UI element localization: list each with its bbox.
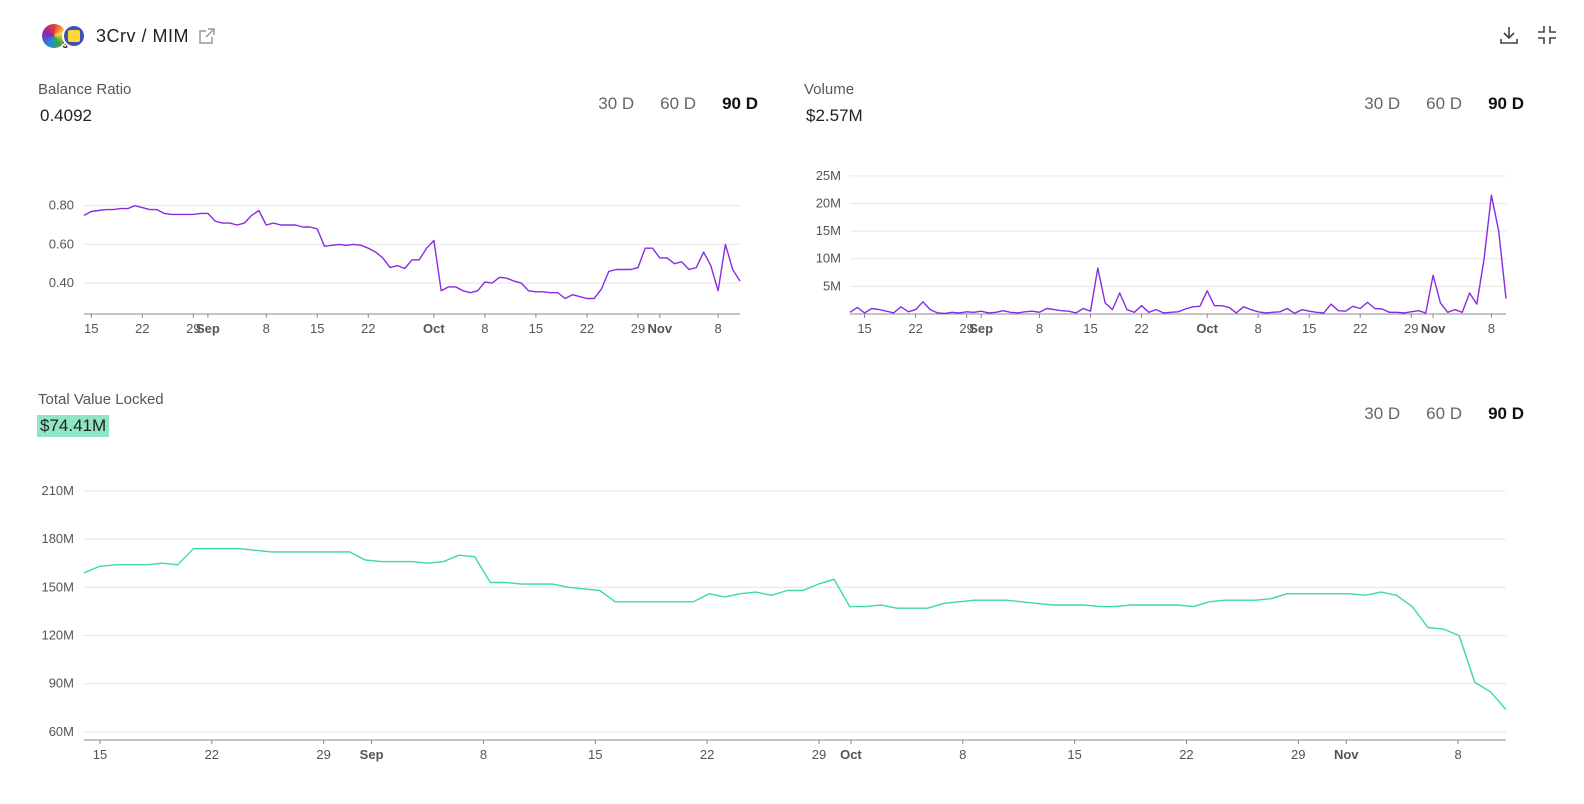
x-tick-label: Nov bbox=[1334, 747, 1359, 762]
x-tick-label: 22 bbox=[1134, 321, 1148, 336]
download-icon[interactable] bbox=[1498, 24, 1520, 46]
series-line bbox=[83, 205, 741, 300]
y-tick-label: 90M bbox=[49, 676, 74, 691]
x-tick-label: 22 bbox=[908, 321, 922, 336]
range-30d[interactable]: 30 D bbox=[1364, 94, 1401, 113]
x-tick-label: 8 bbox=[263, 321, 270, 336]
collapse-icon[interactable] bbox=[1536, 24, 1558, 46]
x-tick-label: 8 bbox=[1454, 747, 1461, 762]
tvl-value: $74.41M bbox=[37, 415, 110, 437]
series-line bbox=[83, 548, 1507, 710]
volume-title: Volume bbox=[804, 81, 855, 98]
tvl-range-selector: 30 D 60 D 90 D bbox=[1364, 404, 1524, 424]
x-tick-label: 15 bbox=[310, 321, 324, 336]
range-60d[interactable]: 60 D bbox=[660, 94, 697, 113]
x-tick-label: 8 bbox=[1255, 321, 1262, 336]
x-tick-label: 22 bbox=[1353, 321, 1367, 336]
range-90d[interactable]: 90 D bbox=[1488, 404, 1524, 423]
x-tick-label: Oct bbox=[840, 747, 862, 762]
range-90d[interactable]: 90 D bbox=[1488, 94, 1524, 113]
x-tick-label: Sep bbox=[360, 747, 384, 762]
y-tick-label: 25M bbox=[816, 168, 841, 183]
x-tick-label: 22 bbox=[361, 321, 375, 336]
balance-ratio-value: 0.4092 bbox=[40, 106, 92, 125]
range-60d[interactable]: 60 D bbox=[1426, 94, 1463, 113]
x-tick-label: Sep bbox=[969, 321, 993, 336]
x-tick-label: 8 bbox=[959, 747, 966, 762]
y-tick-label: 20M bbox=[816, 195, 841, 210]
volume-range-selector: 30 D 60 D 90 D bbox=[1364, 94, 1524, 114]
x-tick-label: 22 bbox=[1179, 747, 1193, 762]
tvl-title: Total Value Locked bbox=[38, 391, 164, 408]
x-tick-label: Nov bbox=[648, 321, 673, 336]
x-tick-label: 15 bbox=[1302, 321, 1316, 336]
external-link-icon[interactable] bbox=[197, 26, 217, 46]
balance-range-selector: 30 D 60 D 90 D bbox=[598, 94, 758, 114]
x-tick-label: 22 bbox=[205, 747, 219, 762]
pool-pair-name: 3Crv / MIM bbox=[96, 25, 189, 46]
x-tick-label: 15 bbox=[857, 321, 871, 336]
x-tick-label: 22 bbox=[700, 747, 714, 762]
token-badge: 3 bbox=[62, 40, 68, 51]
range-90d[interactable]: 90 D bbox=[722, 94, 758, 113]
x-tick-label: 8 bbox=[481, 321, 488, 336]
volume-value: $2.57M bbox=[806, 106, 863, 125]
mim-token-icon bbox=[62, 24, 86, 48]
x-tick-label: Sep bbox=[196, 321, 220, 336]
x-tick-label: 29 bbox=[959, 321, 973, 336]
y-tick-label: 15M bbox=[816, 223, 841, 238]
x-tick-label: 15 bbox=[588, 747, 602, 762]
x-tick-label: 29 bbox=[631, 321, 645, 336]
balance-ratio-title: Balance Ratio bbox=[38, 81, 132, 98]
x-tick-label: 22 bbox=[580, 321, 594, 336]
x-tick-label: Oct bbox=[423, 321, 445, 336]
x-tick-label: 29 bbox=[1404, 321, 1418, 336]
x-tick-label: 15 bbox=[1067, 747, 1081, 762]
range-30d[interactable]: 30 D bbox=[1364, 404, 1401, 423]
x-tick-label: 8 bbox=[1036, 321, 1043, 336]
x-tick-label: 15 bbox=[93, 747, 107, 762]
y-tick-label: 60M bbox=[49, 724, 74, 739]
x-tick-label: 15 bbox=[1083, 321, 1097, 336]
x-tick-label: 8 bbox=[715, 321, 722, 336]
y-tick-label: 10M bbox=[816, 251, 841, 266]
y-tick-label: 180M bbox=[41, 531, 74, 546]
y-tick-label: 5M bbox=[823, 278, 841, 293]
x-tick-label: 8 bbox=[1488, 321, 1495, 336]
x-tick-label: 29 bbox=[1291, 747, 1305, 762]
x-tick-label: 8 bbox=[480, 747, 487, 762]
range-60d[interactable]: 60 D bbox=[1426, 404, 1463, 423]
y-tick-label: 0.80 bbox=[49, 198, 74, 213]
range-30d[interactable]: 30 D bbox=[598, 94, 635, 113]
x-tick-label: 29 bbox=[812, 747, 826, 762]
x-tick-label: 22 bbox=[135, 321, 149, 336]
x-tick-label: 29 bbox=[186, 321, 200, 336]
x-tick-label: Oct bbox=[1196, 321, 1218, 336]
tvl-chart: 60M 90M 120M 150M 180M 210M 15 22 29 Sep 8 15 22 29 Oc… bbox=[41, 483, 1507, 762]
x-tick-label: 15 bbox=[84, 321, 98, 336]
y-tick-label: 150M bbox=[41, 579, 74, 594]
pool-header: 3 3Crv / MIM bbox=[42, 18, 217, 54]
y-tick-label: 0.60 bbox=[49, 236, 74, 251]
x-tick-label: 15 bbox=[529, 321, 543, 336]
y-tick-label: 0.40 bbox=[49, 275, 74, 290]
y-tick-label: 120M bbox=[41, 628, 74, 643]
x-tick-label: 29 bbox=[316, 747, 330, 762]
series-line bbox=[849, 194, 1507, 315]
y-tick-label: 210M bbox=[41, 483, 74, 498]
chart-actions bbox=[1498, 24, 1558, 46]
x-tick-label: Nov bbox=[1421, 321, 1446, 336]
